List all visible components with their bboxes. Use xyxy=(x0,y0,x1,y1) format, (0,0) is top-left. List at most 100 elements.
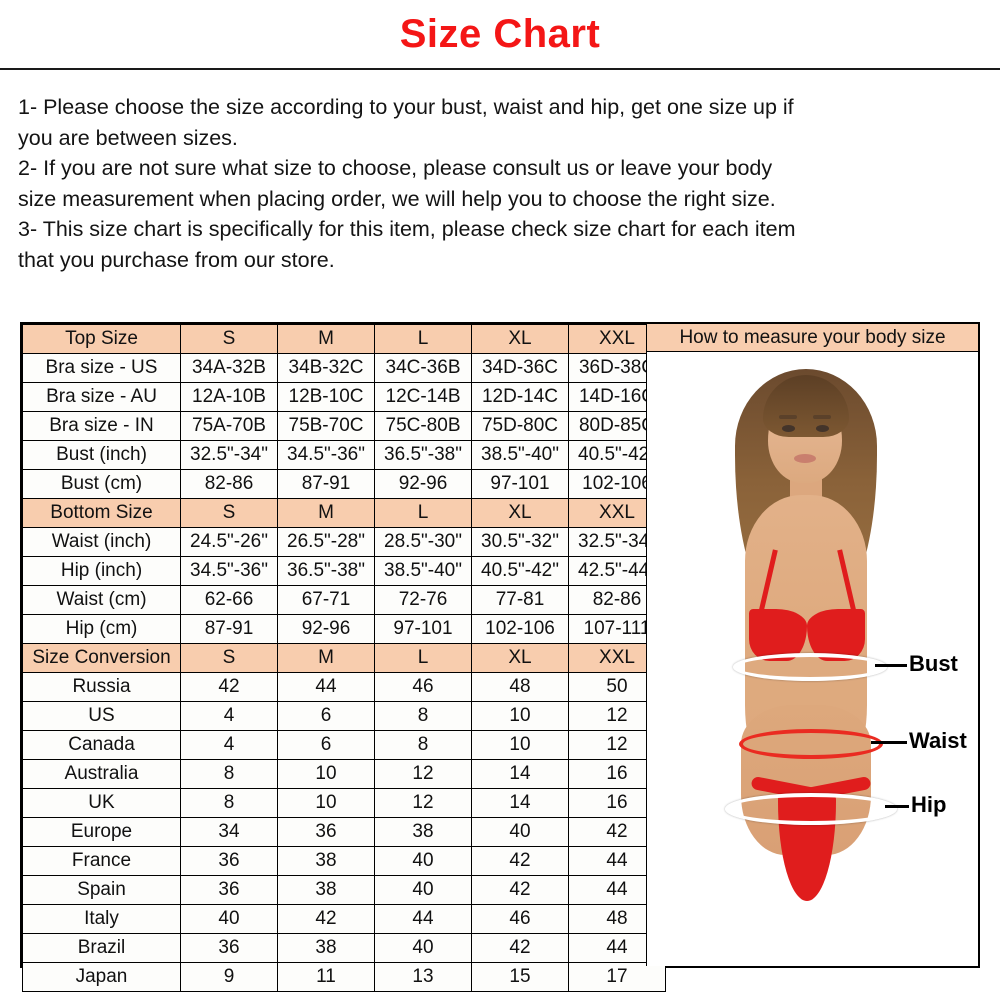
size-column-header: M xyxy=(277,324,375,354)
table-cell: 48 xyxy=(471,672,569,702)
table-cell: 4 xyxy=(180,701,278,731)
table-cell: 38 xyxy=(277,933,375,963)
table-row: Bust (inch) 32.5"-34" 34.5"-36" 36.5"-38" 38… xyxy=(22,440,666,470)
instruction-line: that you purchase from our store. xyxy=(18,247,335,272)
row-label-cell: Spain xyxy=(22,875,181,905)
row-label-cell: Hip (inch) xyxy=(22,556,181,586)
size-column-header: L xyxy=(374,498,472,528)
table-cell: 12A-10B xyxy=(180,382,278,412)
table-row: US 4 6 8 10 12 xyxy=(22,701,666,731)
row-label-cell: Bra size - IN xyxy=(22,411,181,441)
bust-measure-band-icon xyxy=(733,653,887,681)
model-lips xyxy=(794,454,816,463)
table-cell: 87-91 xyxy=(180,614,278,644)
row-label-cell: US xyxy=(22,701,181,731)
hip-measure-band-icon xyxy=(725,793,897,825)
table-cell: 44 xyxy=(374,904,472,934)
table-cell: 17 xyxy=(568,962,666,992)
row-label-cell: Bust (cm) xyxy=(22,469,181,499)
instruction-line: 2- If you are not sure what size to choo… xyxy=(18,156,773,181)
waist-measure-band-icon xyxy=(739,729,883,759)
size-column-header: L xyxy=(374,324,472,354)
table-cell: 8 xyxy=(180,788,278,818)
row-label-cell: Bra size - AU xyxy=(22,382,181,412)
table-cell: 34B-32C xyxy=(277,353,375,383)
bust-label: Bust xyxy=(909,651,958,676)
model-eye-right xyxy=(816,425,829,432)
table-row: France 36 38 40 42 44 xyxy=(22,846,666,876)
size-column-header: S xyxy=(180,324,278,354)
table-cell: 10 xyxy=(471,730,569,760)
table-row: Bra size - US 34A-32B 34B-32C 34C-36B 34D-36… xyxy=(22,353,666,383)
waist-leader-line xyxy=(871,741,907,744)
section-title-cell: Top Size xyxy=(22,324,181,354)
table-cell: 40 xyxy=(374,846,472,876)
table-cell: 10 xyxy=(471,701,569,731)
table-cell: 42 xyxy=(471,875,569,905)
table-cell: 82-86 xyxy=(180,469,278,499)
table-cell: 102-106 xyxy=(471,614,569,644)
table-row: Italy 40 42 44 46 48 xyxy=(22,904,666,934)
table-cell: 38 xyxy=(374,817,472,847)
size-table: Top Size S M L XL XXL Bra size - US 34A-32B 34B-… xyxy=(22,324,666,992)
table-row: Australia 8 10 12 14 16 xyxy=(22,759,666,789)
size-chart-container: Top Size S M L XL XXL Bra size - US 34A-32B 34B-… xyxy=(20,322,980,992)
table-cell: 77-81 xyxy=(471,585,569,615)
table-cell: 38 xyxy=(277,846,375,876)
row-label-cell: Australia xyxy=(22,759,181,789)
model-eye-left xyxy=(782,425,795,432)
how-to-measure-header: How to measure your body size xyxy=(647,324,978,352)
hip-label: Hip xyxy=(911,792,947,817)
table-row: Brazil 36 38 40 42 44 xyxy=(22,933,666,963)
instructions-block: 1- Please choose the size according to y… xyxy=(0,70,1000,279)
section-title-cell: Bottom Size xyxy=(22,498,181,528)
table-cell: 32.5"-34" xyxy=(180,440,278,470)
table-cell: 75D-80C xyxy=(471,411,569,441)
row-label-cell: Bra size - US xyxy=(22,353,181,383)
row-label-cell: Waist (inch) xyxy=(22,527,181,557)
table-cell: 38.5"-40" xyxy=(471,440,569,470)
row-label-cell: Japan xyxy=(22,962,181,992)
bust-leader-line xyxy=(875,664,907,667)
table-row: Japan 9 11 13 15 17 xyxy=(22,962,666,992)
table-cell: 92-96 xyxy=(277,614,375,644)
table-cell: 97-101 xyxy=(374,614,472,644)
table-cell: 15 xyxy=(471,962,569,992)
table-cell: 12 xyxy=(374,759,472,789)
table-cell: 26.5"-28" xyxy=(277,527,375,557)
table-cell: 34D-36C xyxy=(471,353,569,383)
table-cell: 75A-70B xyxy=(180,411,278,441)
table-cell: 40 xyxy=(374,875,472,905)
table-cell: 34.5"-36" xyxy=(277,440,375,470)
row-label-cell: Bust (inch) xyxy=(22,440,181,470)
table-cell: 40.5"-42" xyxy=(471,556,569,586)
table-cell: 36 xyxy=(180,846,278,876)
table-cell: 87-91 xyxy=(277,469,375,499)
table-cell: 11 xyxy=(277,962,375,992)
table-cell: 34C-36B xyxy=(374,353,472,383)
table-cell: 44 xyxy=(277,672,375,702)
table-cell: 40 xyxy=(471,817,569,847)
table-cell: 75C-80B xyxy=(374,411,472,441)
section-header-row: Size Conversion S M L XL XXL xyxy=(22,643,666,673)
section-header-row: Bottom Size S M L XL XXL xyxy=(22,498,666,528)
table-cell: 8 xyxy=(374,701,472,731)
row-label-cell: France xyxy=(22,846,181,876)
instruction-line: 1- Please choose the size according to y… xyxy=(18,95,794,119)
table-cell: 12B-10C xyxy=(277,382,375,412)
row-label-cell: Russia xyxy=(22,672,181,702)
table-cell: 36 xyxy=(180,875,278,905)
table-cell: 30.5"-32" xyxy=(471,527,569,557)
size-column-header: XL xyxy=(471,324,569,354)
row-label-cell: Canada xyxy=(22,730,181,760)
table-cell: 42 xyxy=(471,846,569,876)
table-cell: 42 xyxy=(471,933,569,963)
table-cell: 46 xyxy=(374,672,472,702)
size-column-header: M xyxy=(277,643,375,673)
table-cell: 9 xyxy=(180,962,278,992)
table-row: Canada 4 6 8 10 12 xyxy=(22,730,666,760)
size-table-holder: Top Size S M L XL XXL Bra size - US 34A-32B 34B-… xyxy=(22,324,666,992)
table-cell: 42 xyxy=(180,672,278,702)
model-hair-top xyxy=(763,375,849,437)
row-label-cell: Brazil xyxy=(22,933,181,963)
